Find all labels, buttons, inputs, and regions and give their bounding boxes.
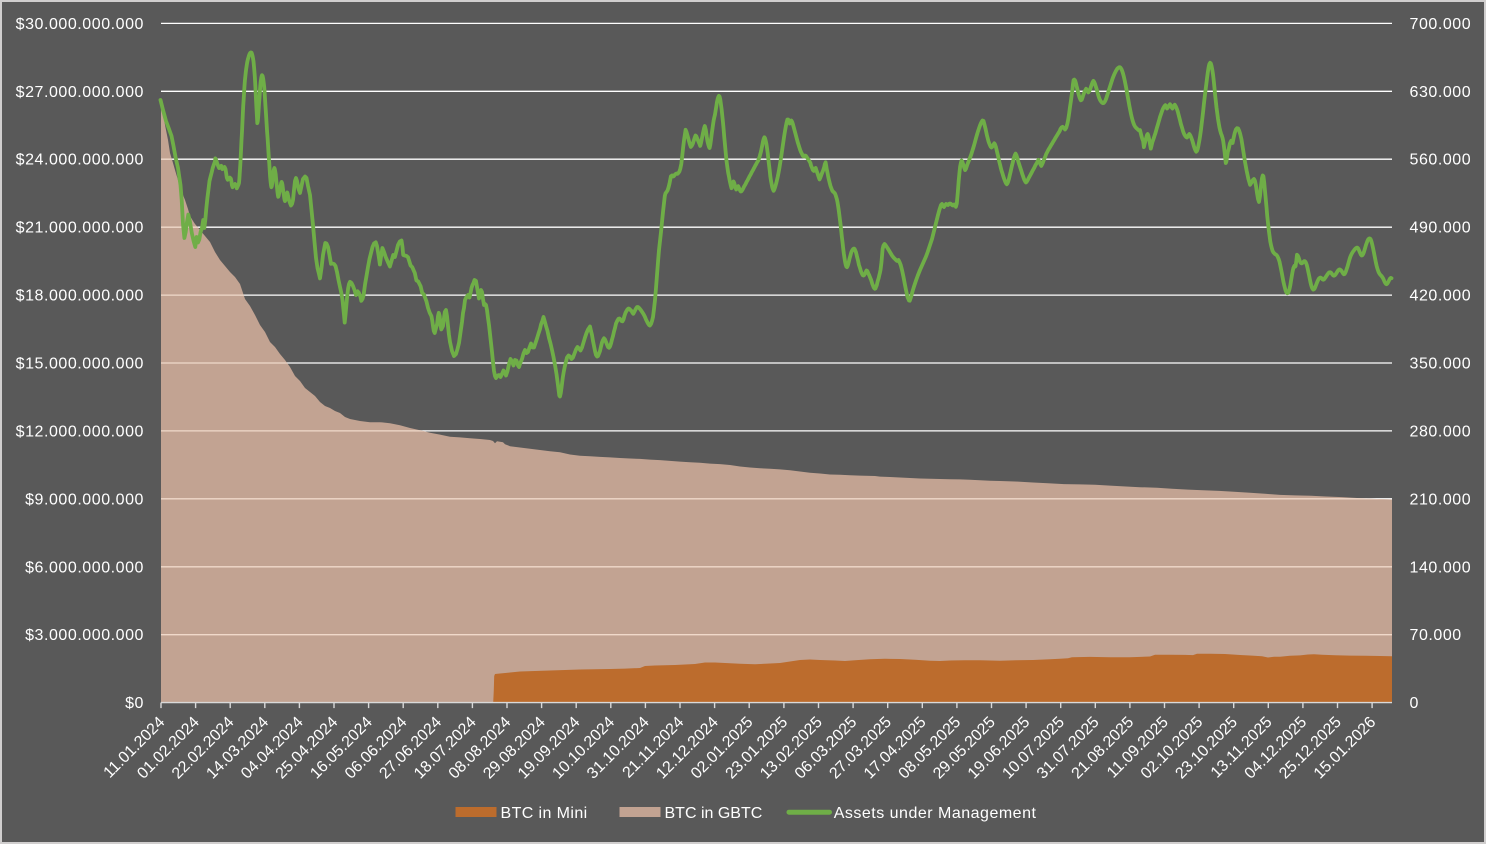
svg-text:700.000: 700.000 <box>1410 16 1472 33</box>
svg-text:490.000: 490.000 <box>1410 220 1472 237</box>
svg-text:$18.000.000.000: $18.000.000.000 <box>16 288 144 305</box>
svg-text:140.000: 140.000 <box>1410 559 1472 576</box>
svg-text:630.000: 630.000 <box>1410 84 1472 101</box>
svg-text:$9.000.000.000: $9.000.000.000 <box>25 491 144 508</box>
svg-text:280.000: 280.000 <box>1410 423 1472 440</box>
svg-text:$12.000.000.000: $12.000.000.000 <box>16 423 144 440</box>
svg-text:$6.000.000.000: $6.000.000.000 <box>25 559 144 576</box>
svg-text:560.000: 560.000 <box>1410 152 1472 169</box>
svg-text:$27.000.000.000: $27.000.000.000 <box>16 84 144 101</box>
svg-text:BTC in GBTC: BTC in GBTC <box>665 805 763 822</box>
svg-text:$3.000.000.000: $3.000.000.000 <box>25 627 144 644</box>
svg-text:210.000: 210.000 <box>1410 491 1472 508</box>
svg-text:0: 0 <box>1410 695 1419 712</box>
svg-text:BTC in Mini: BTC in Mini <box>501 805 588 822</box>
svg-text:420.000: 420.000 <box>1410 288 1472 305</box>
svg-text:$0: $0 <box>125 695 144 712</box>
svg-text:$15.000.000.000: $15.000.000.000 <box>16 356 144 373</box>
svg-text:350.000: 350.000 <box>1410 356 1472 373</box>
svg-text:Assets under Management: Assets under Management <box>834 805 1037 822</box>
svg-text:70.000: 70.000 <box>1410 627 1462 644</box>
svg-text:$30.000.000.000: $30.000.000.000 <box>16 16 144 33</box>
svg-text:$21.000.000.000: $21.000.000.000 <box>16 220 144 237</box>
svg-text:$24.000.000.000: $24.000.000.000 <box>16 152 144 169</box>
